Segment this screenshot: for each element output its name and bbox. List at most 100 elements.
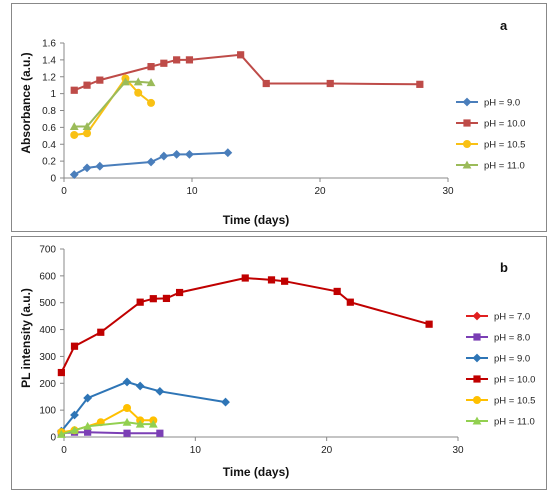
panel-b-legend-label: pH = 7.0 [494,312,530,323]
panel-b-data-point [156,429,164,437]
panel-a-legend-label: pH = 9.0 [484,98,520,109]
panel-a-data-point [121,77,130,86]
panel-b-data-point [135,419,145,428]
panel-a-x-tick-label: 0 [61,186,67,197]
panel-a-data-point [185,56,194,64]
panel-a-data-point [147,98,156,107]
panel-b-data-point [57,368,65,377]
panel-a-data-point [133,77,143,86]
panel-b-x-tick-label: 10 [190,445,202,456]
panel-a-data-point [160,59,168,67]
panel-a-y-tick-label: 1.2 [42,72,56,83]
panel-a-data-point [172,149,182,159]
panel-b-data-point [148,419,158,428]
panel-a-data-point [223,148,233,158]
panel-a-data-point [134,88,143,97]
panel-b-y-tick-label: 600 [39,271,56,282]
panel-b-frame [11,236,547,490]
panel-a-data-point [82,122,92,131]
panel-b-data-point [149,295,157,303]
panel-b-legend-label: pH = 10.5 [494,396,535,407]
panel-a-frame [11,3,547,232]
panel-a-legend-marker [462,97,472,107]
panel-b-data-point [83,421,93,430]
panel-b-data-point [97,328,105,336]
panel-a-legend-label: pH = 11.0 [484,161,525,172]
panel-b-data-point [267,276,276,284]
panel-a-legend-label: pH = 10.0 [484,119,525,130]
panel-a-y-tick-label: 0 [50,174,56,185]
panel-b-legend-label: pH = 9.0 [494,354,530,365]
panel-a-data-point [159,151,169,161]
panel-b-legend-marker [472,353,482,363]
panel-b-x-tick-label: 30 [452,445,464,456]
panel-b-data-point [56,429,66,438]
panel-b-y-tick-label: 100 [39,406,56,417]
panel-a-legend-marker [462,160,472,169]
panel-b-data-point [346,298,354,306]
panel-a-y-tick-label: 1.4 [42,55,56,66]
panel-a-data-point [70,86,78,94]
panel-a-data-point [83,129,92,138]
panel-a-x-tick-label: 30 [442,186,454,197]
panel-a-y-tick-label: 1 [50,89,56,100]
panel-b-data-point [155,386,165,396]
panel-b-x-axis-title: Time (days) [223,465,289,479]
panel-b-data-point [70,410,79,420]
panel-a-data-point [70,130,79,139]
panel-b-y-tick-label: 400 [39,325,56,336]
panel-b-y-tick-label: 300 [39,352,56,363]
panel-a-y-tick-label: 0.4 [42,140,56,151]
panel-a-x-tick-label: 20 [314,186,326,197]
panel-b-data-point [281,277,289,285]
panel-a-data-point [96,76,104,84]
panel-a-y-tick-label: 1.6 [42,39,56,50]
panel-a-data-point [69,170,79,180]
panel-b-data-point [136,298,144,306]
panel-b-data-point [123,429,131,437]
panel-b-data-point [175,288,184,297]
panel-b-y-tick-label: 0 [50,433,56,444]
panel-a-data-point [146,78,156,87]
panel-b-legend-marker [472,311,482,321]
panel-b-data-point [70,342,79,350]
panel-a-y-tick-label: 0.8 [42,106,56,117]
panel-a-y-tick-label: 0.2 [42,157,56,168]
panel-b-y-tick-label: 500 [39,298,56,309]
panel-b-data-point [241,274,249,282]
panel-a-y-tick-label: 0.6 [42,123,56,134]
panel-b-legend-label: pH = 8.0 [494,333,530,344]
panel-b-data-point [123,403,132,412]
panel-a-data-point [237,51,245,59]
panel-a-legend-marker [463,140,471,148]
panel-b-data-point [425,320,433,328]
panel-b-x-tick-label: 20 [321,445,333,456]
panel-b-label: b [500,260,508,275]
panel-a-data-point [147,63,155,71]
panel-b-data-point [70,425,79,434]
panel-b-y-tick-label: 700 [39,245,56,256]
panel-a-data-point [173,56,181,64]
panel-a-data-point [82,163,92,173]
panel-b-y-tick-label: 200 [39,379,56,390]
panel-b-legend-marker [473,396,481,404]
panel-a-x-axis-title: Time (days) [223,213,289,227]
panel-b-legend-marker [473,375,481,383]
panel-a-data-point [185,149,194,159]
panel-b-x-tick-label: 0 [61,445,67,456]
panel-b-legend-marker [472,416,482,425]
chart-layer: 0 0.2 0.4 0.6 0.8 1 1.2 1.4 1.6 0 10 20 30 pH = 9.0 pH… [39,39,535,457]
panel-a-data-point [146,157,156,167]
panel-a-y-axis-title: Absorbance (a.u.) [19,52,33,153]
panel-b-data-point [84,428,92,436]
panel-a-data-point [416,80,424,88]
panel-a-x-tick-label: 10 [186,186,198,197]
panel-b-legend-marker [473,333,481,341]
panel-a-label: a [500,18,508,33]
panel-a-data-point [262,79,270,88]
panel-b-data-point [221,397,230,407]
panel-a-data-point [326,79,334,88]
panel-a-data-point [69,122,79,131]
